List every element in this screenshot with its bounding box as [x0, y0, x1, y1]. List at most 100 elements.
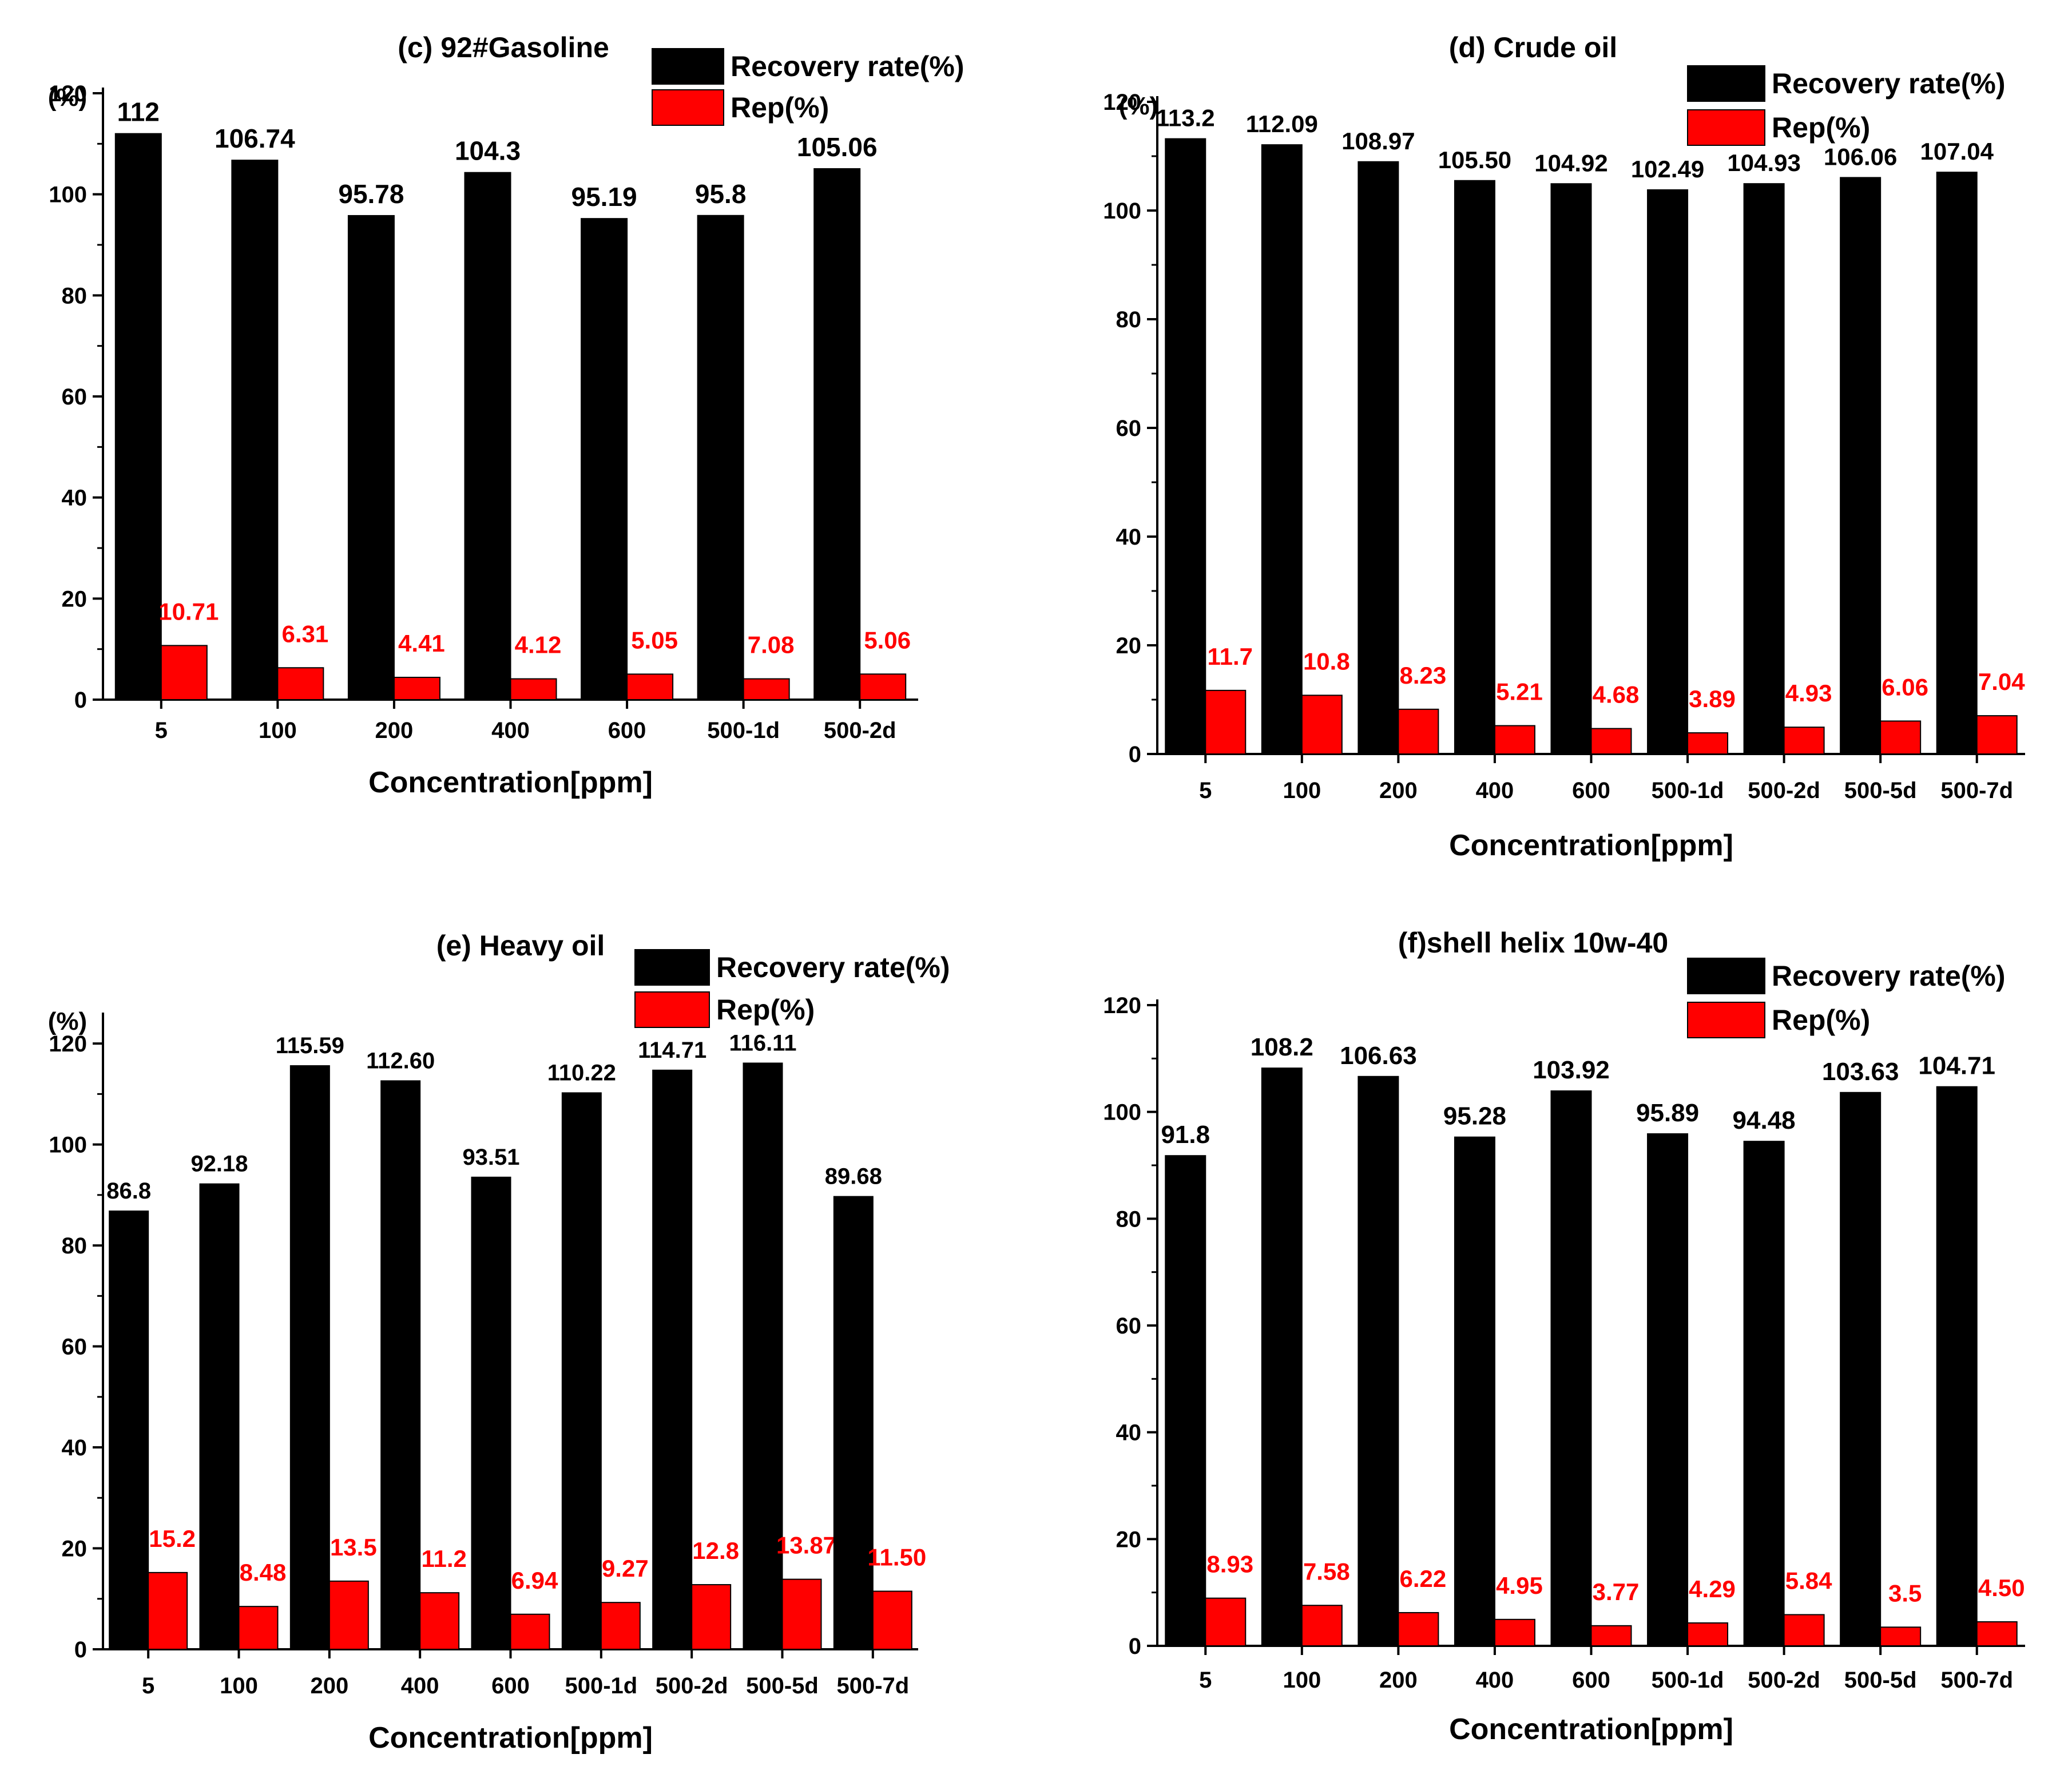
rep-bar	[238, 1606, 279, 1650]
rep-bar	[1205, 1597, 1247, 1646]
y-tick-label: 100	[1103, 199, 1141, 224]
recovery-data-label: 108.97	[1341, 128, 1415, 154]
recovery-bar	[1165, 1155, 1206, 1646]
y-tick-label: 100	[49, 1133, 87, 1158]
recovery-data-label: 95.28	[1443, 1102, 1506, 1130]
legend-label: Recovery rate(%)	[1772, 960, 2006, 992]
legend-swatch	[1687, 958, 1765, 994]
y-tick-label: 0	[74, 1637, 87, 1662]
y-tick-label: 40	[1116, 1420, 1142, 1446]
recovery-bar	[1454, 1136, 1495, 1646]
rep-data-label: 3.5	[1888, 1579, 1922, 1606]
chart-title: (c) 92#Gasoline	[398, 31, 609, 64]
recovery-bar	[743, 1062, 783, 1650]
y-tick-label: 100	[1103, 1100, 1141, 1125]
legend-label: Recovery rate(%)	[716, 951, 950, 983]
recovery-bar	[380, 1080, 421, 1650]
y-tick-label: 80	[62, 1233, 88, 1259]
recovery-data-label: 112.09	[1246, 110, 1318, 137]
rep-bar	[1398, 1612, 1439, 1647]
rep-bar	[626, 673, 674, 701]
recovery-bar	[1550, 1090, 1592, 1646]
recovery-bar	[581, 218, 628, 700]
y-tick-label: 80	[1116, 307, 1142, 332]
x-tick-label: 500-7d	[1940, 1668, 2013, 1693]
y-tick-label: 60	[1116, 416, 1142, 441]
recovery-data-label: 95.8	[695, 179, 747, 209]
recovery-bar	[697, 215, 744, 700]
legend-label: Rep(%)	[1772, 112, 1870, 144]
rep-data-label: 7.04	[1978, 668, 2025, 695]
rep-data-label: 3.89	[1689, 685, 1736, 712]
rep-bar	[1687, 732, 1729, 755]
x-tick-label: 500-5d	[746, 1673, 819, 1698]
recovery-bar	[652, 1069, 693, 1650]
recovery-data-label: 116.11	[729, 1030, 797, 1055]
x-tick-label: 5	[155, 718, 168, 743]
rep-bar	[1205, 689, 1247, 755]
chart-title: (f)shell helix 10w-40	[1398, 927, 1668, 959]
rep-bar	[600, 1602, 641, 1650]
recovery-bar	[1743, 1141, 1785, 1646]
rep-data-label: 8.93	[1206, 1551, 1253, 1578]
rep-data-label: 12.8	[692, 1537, 739, 1564]
y-tick-label: 0	[1129, 1634, 1141, 1659]
recovery-data-label: 89.68	[825, 1164, 882, 1189]
rep-bar	[160, 645, 208, 701]
x-axis-label: Concentration[ppm]	[1449, 829, 1733, 862]
rep-bar	[859, 673, 907, 701]
rep-bar	[691, 1584, 732, 1650]
recovery-bar	[464, 172, 511, 700]
rep-bar	[1301, 694, 1343, 755]
x-tick-label: 500-2d	[1748, 1668, 1820, 1693]
legend-swatch	[1687, 1002, 1765, 1038]
x-tick-label: 200	[310, 1673, 348, 1698]
recovery-bar	[561, 1092, 602, 1650]
x-tick-label: 500-7d	[836, 1673, 909, 1698]
y-tick-label: 20	[1116, 633, 1142, 658]
recovery-data-label: 114.71	[638, 1038, 706, 1063]
legend-swatch	[1687, 65, 1765, 102]
recovery-bar	[231, 160, 279, 700]
rep-data-label: 7.58	[1303, 1558, 1350, 1585]
rep-data-label: 5.05	[631, 626, 678, 653]
y-axis-label: (%)	[48, 1007, 87, 1035]
rep-bar	[1494, 1618, 1535, 1647]
y-tick-label: 120	[1103, 90, 1141, 115]
rep-data-label: 4.68	[1593, 681, 1640, 708]
rep-bar	[510, 1613, 550, 1650]
x-tick-label: 500-1d	[707, 718, 780, 743]
recovery-data-label: 104.71	[1918, 1052, 1995, 1080]
rep-bar	[1398, 708, 1439, 755]
legend-swatch	[634, 991, 710, 1028]
rep-data-label: 7.08	[748, 632, 795, 658]
recovery-bar	[1743, 183, 1785, 755]
recovery-data-label: 86.8	[106, 1178, 151, 1204]
y-tick-label: 120	[1103, 993, 1141, 1018]
y-tick-label: 80	[62, 283, 88, 308]
rep-bar	[419, 1592, 460, 1650]
recovery-data-label: 110.22	[547, 1060, 616, 1085]
legend-label: Recovery rate(%)	[1772, 68, 2006, 100]
recovery-data-label: 113.2	[1156, 105, 1215, 132]
legend-swatch	[652, 48, 724, 85]
y-tick-label: 60	[1116, 1313, 1142, 1339]
rep-bar	[277, 667, 324, 701]
rep-bar	[1494, 725, 1535, 755]
recovery-data-label: 92.18	[190, 1152, 248, 1177]
x-tick-label: 200	[1379, 1668, 1418, 1693]
recovery-data-label: 106.74	[215, 124, 295, 153]
rep-data-label: 6.94	[511, 1567, 558, 1594]
rep-data-label: 6.06	[1882, 673, 1928, 700]
chart-title: (d) Crude oil	[1449, 31, 1617, 64]
rep-data-label: 4.93	[1785, 680, 1832, 707]
recovery-data-label: 102.49	[1631, 156, 1704, 182]
x-tick-label: 600	[1572, 1668, 1610, 1693]
legend-swatch	[652, 89, 724, 126]
recovery-bar	[471, 1176, 511, 1650]
recovery-data-label: 106.06	[1824, 143, 1897, 170]
recovery-bar	[1261, 1067, 1303, 1646]
recovery-data-label: 106.63	[1340, 1042, 1417, 1070]
